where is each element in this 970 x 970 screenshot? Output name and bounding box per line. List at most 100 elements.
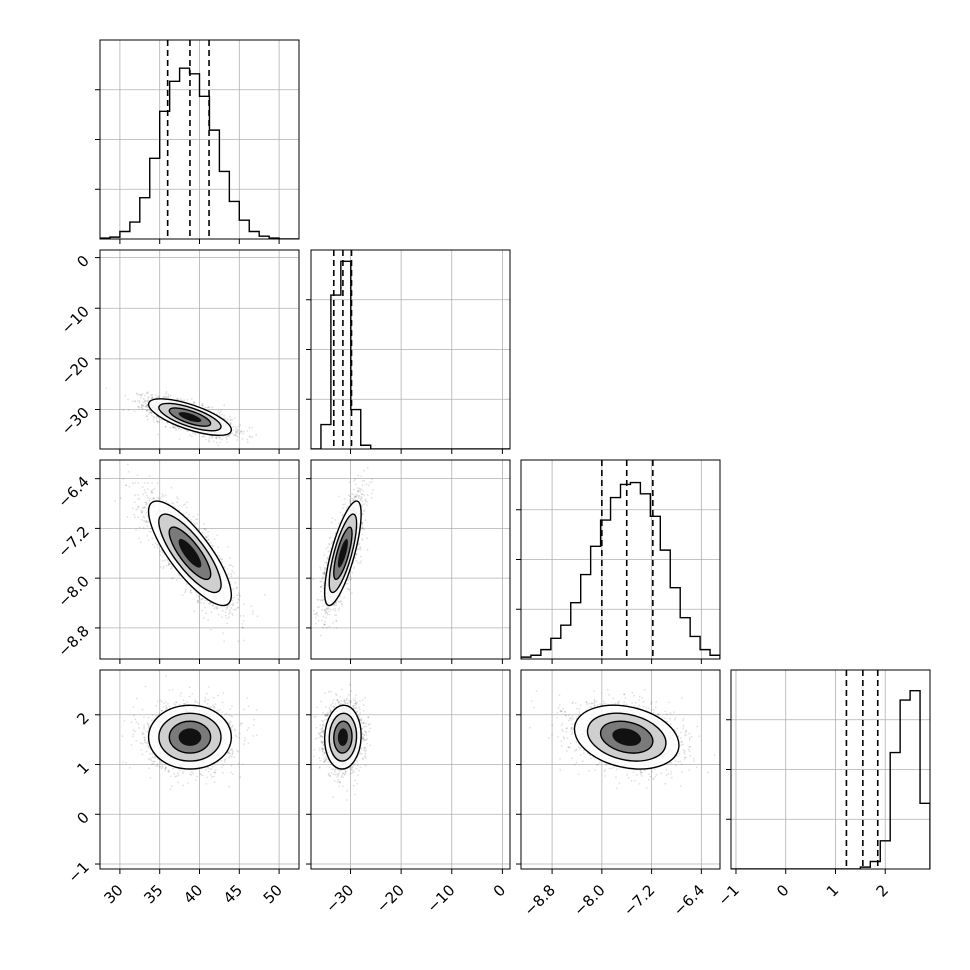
sample-point — [359, 546, 361, 548]
sample-point — [228, 557, 231, 559]
density-fill-core — [178, 412, 202, 423]
sample-point — [332, 608, 335, 611]
sample-point — [126, 463, 129, 466]
sample-point — [143, 506, 146, 509]
sample-point — [227, 573, 230, 576]
sample-point — [215, 441, 218, 444]
sample-point — [212, 605, 214, 607]
sample-point — [236, 432, 239, 434]
sample-point — [168, 563, 170, 565]
sample-point — [255, 433, 258, 436]
sample-point — [192, 515, 195, 518]
sample-point — [145, 392, 148, 394]
sample-point — [201, 609, 204, 612]
sample-point — [201, 597, 204, 600]
sample-point — [152, 497, 155, 500]
sample-point — [135, 508, 138, 511]
sample-point — [165, 392, 168, 395]
sample-point — [142, 515, 145, 518]
sample-point — [221, 616, 224, 619]
sample-point — [219, 436, 222, 439]
sample-point — [146, 392, 149, 395]
sample-point — [357, 495, 360, 498]
sample-point — [167, 564, 170, 567]
sample-point — [154, 542, 157, 544]
sample-point — [203, 527, 206, 530]
sample-point — [167, 393, 170, 396]
sample-point — [178, 574, 181, 577]
sample-point — [239, 431, 242, 433]
sample-point — [203, 436, 206, 438]
sample-point — [127, 471, 130, 473]
sample-point — [153, 487, 156, 490]
sample-point — [228, 434, 231, 436]
sample-point — [218, 412, 221, 415]
sample-point — [105, 387, 108, 390]
sample-point — [147, 482, 149, 485]
sample-point — [211, 435, 214, 438]
sample-point — [251, 426, 254, 429]
sample-point — [234, 426, 237, 428]
sample-point — [144, 491, 147, 494]
sample-point — [145, 520, 148, 522]
sample-point — [163, 559, 166, 562]
sample-point — [319, 634, 322, 637]
sample-point — [193, 402, 196, 404]
sample-point — [193, 431, 196, 434]
sample-point — [203, 617, 205, 619]
sample-point — [163, 553, 166, 556]
sample-point — [219, 441, 222, 444]
sample-point — [172, 426, 174, 428]
sample-point — [231, 418, 234, 421]
sample-point — [217, 613, 220, 616]
sample-point — [138, 526, 141, 529]
sample-point — [186, 398, 189, 401]
sample-point — [157, 433, 159, 436]
sample-point — [185, 588, 187, 591]
sample-point — [315, 622, 317, 625]
sample-point — [219, 557, 221, 560]
sample-point — [208, 439, 211, 441]
sample-point — [207, 539, 209, 541]
sample-point — [320, 619, 323, 622]
sample-point — [324, 620, 326, 623]
sample-point — [146, 525, 149, 528]
sample-point — [184, 503, 186, 506]
sample-point — [237, 606, 240, 609]
sample-point — [142, 526, 145, 529]
sample-point — [169, 394, 172, 397]
sample-point — [148, 409, 151, 411]
sample-point — [228, 435, 231, 438]
sample-point — [228, 422, 231, 424]
sample-point — [176, 501, 179, 504]
sample-point — [145, 415, 148, 418]
sample-point — [144, 400, 147, 403]
sample-point — [241, 438, 244, 440]
sample-point — [146, 409, 149, 412]
sample-point — [140, 397, 142, 399]
sample-point — [242, 619, 245, 622]
sample-point — [162, 396, 165, 398]
sample-point — [212, 545, 215, 547]
sample-point — [146, 415, 148, 417]
sample-point — [186, 501, 189, 504]
sample-point — [329, 608, 332, 611]
sample-point — [158, 421, 161, 424]
sample-point — [229, 415, 231, 418]
sample-point — [193, 401, 195, 403]
sample-point — [162, 494, 165, 497]
sample-point — [202, 435, 205, 438]
sample-point — [242, 615, 245, 617]
sample-point — [228, 609, 231, 611]
sample-point — [189, 434, 192, 436]
sample-point — [246, 441, 249, 444]
sample-point — [172, 424, 175, 427]
sample-point — [241, 626, 244, 628]
sample-point — [193, 523, 196, 526]
sample-point — [152, 492, 154, 494]
sample-point — [208, 603, 211, 606]
sample-point — [134, 501, 136, 504]
contour-line-2 — [168, 407, 212, 427]
sample-point — [334, 609, 337, 612]
sample-point — [136, 393, 139, 396]
